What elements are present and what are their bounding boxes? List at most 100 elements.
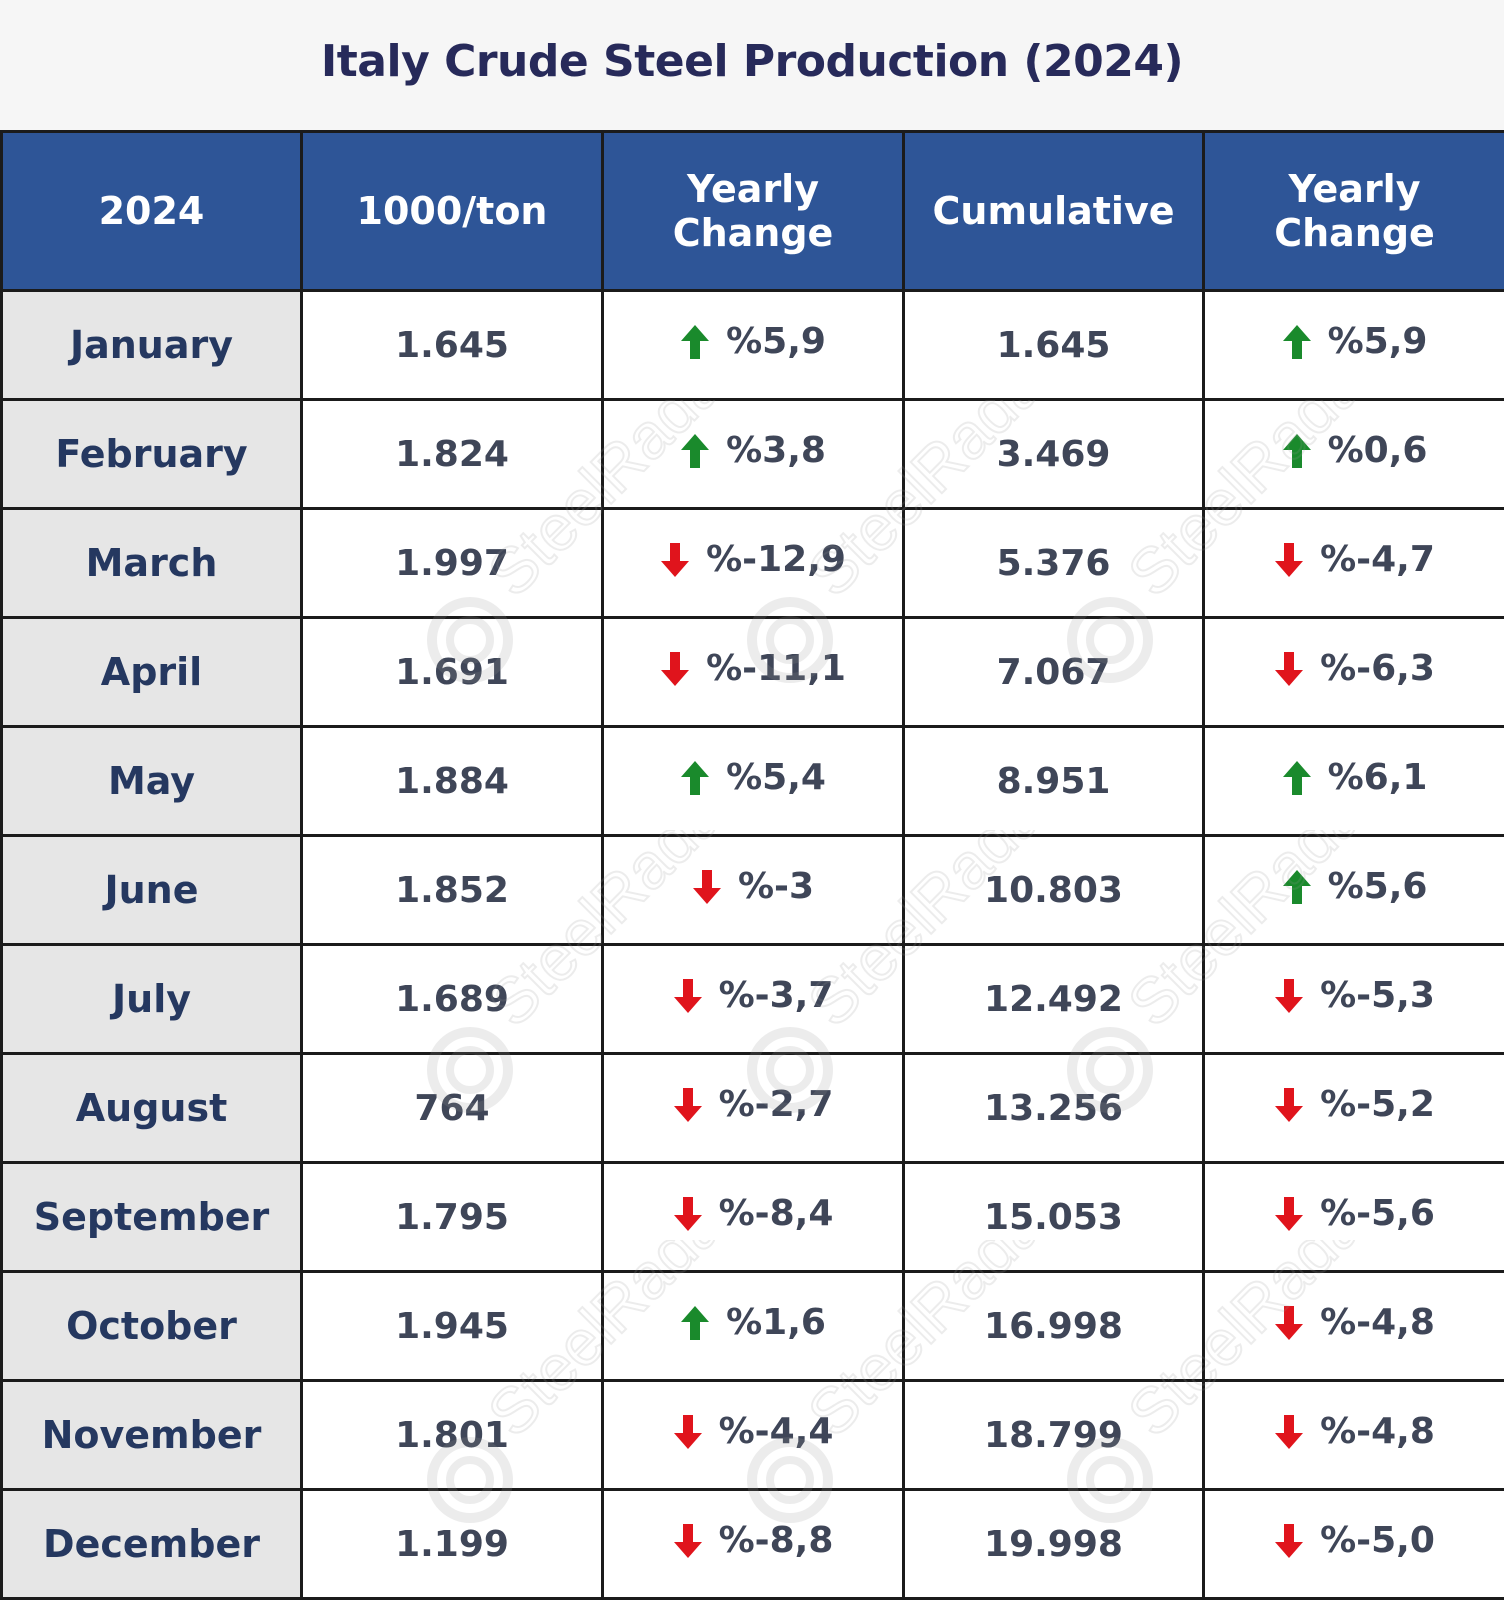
arrow-down-icon bbox=[673, 978, 703, 1014]
arrow-down-icon bbox=[1274, 1196, 1304, 1232]
column-header-year: 2024 bbox=[0, 130, 303, 292]
month-cell: September bbox=[0, 1161, 303, 1273]
arrow-up-icon bbox=[1282, 760, 1312, 796]
column-header-cumulative: Cumulative bbox=[902, 130, 1205, 292]
arrow-up-icon bbox=[680, 324, 710, 360]
arrow-down-icon bbox=[1274, 1305, 1304, 1341]
table-row: June 1.852 %-3 10.803 %5,6 bbox=[0, 834, 1504, 946]
yearly-change-value: %-12,9 bbox=[706, 539, 846, 581]
column-header-yearly-change: Yearly Change bbox=[601, 130, 905, 292]
cumulative-change-cell: %6,1 bbox=[1202, 725, 1504, 837]
arrow-up-icon bbox=[1282, 433, 1312, 469]
arrow-down-icon bbox=[673, 1087, 703, 1123]
cumulative-change-value: %-5,2 bbox=[1320, 1084, 1435, 1126]
yearly-change-cell: %-8,8 bbox=[601, 1488, 905, 1600]
table-row: March 1.997 %-12,9 5.376 %-4,7 bbox=[0, 507, 1504, 619]
month-cell: October bbox=[0, 1270, 303, 1382]
cumulative-cell: 3.469 bbox=[902, 398, 1205, 510]
cumulative-change-value: %-5,0 bbox=[1320, 1520, 1435, 1562]
arrow-up-icon bbox=[1282, 324, 1312, 360]
production-cell: 1.645 bbox=[300, 289, 604, 401]
cumulative-cell: 13.256 bbox=[902, 1052, 1205, 1164]
title-band bbox=[0, 0, 1504, 130]
arrow-down-icon bbox=[660, 651, 690, 687]
cumulative-change-value: %0,6 bbox=[1327, 430, 1428, 472]
yearly-change-value: %-8,8 bbox=[718, 1520, 834, 1562]
yearly-change-cell: %-8,4 bbox=[601, 1161, 905, 1273]
yearly-change-value: %-3 bbox=[737, 866, 815, 908]
production-table: 2024 1000/ton Yearly Change Cumulative Y… bbox=[0, 130, 1504, 1600]
arrow-down-icon bbox=[692, 869, 722, 905]
table-row: February 1.824 %3,8 3.469 %0,6 bbox=[0, 398, 1504, 510]
header-row: 2024 1000/ton Yearly Change Cumulative Y… bbox=[0, 130, 1504, 292]
yearly-change-cell: %-12,9 bbox=[601, 507, 905, 619]
table-row: July 1.689 %-3,7 12.492 %-5,3 bbox=[0, 943, 1504, 1055]
yearly-change-value: %-4,4 bbox=[718, 1411, 834, 1453]
cumulative-change-cell: %-4,8 bbox=[1202, 1270, 1504, 1382]
arrow-down-icon bbox=[1274, 1087, 1304, 1123]
page-title: Italy Crude Steel Production (2024) bbox=[320, 36, 1184, 87]
cumulative-cell: 12.492 bbox=[902, 943, 1205, 1055]
production-cell: 1.199 bbox=[300, 1488, 604, 1600]
production-cell: 764 bbox=[300, 1052, 604, 1164]
cumulative-change-cell: %0,6 bbox=[1202, 398, 1504, 510]
cumulative-change-value: %-5,6 bbox=[1320, 1193, 1435, 1235]
yearly-change-value: %5,9 bbox=[726, 321, 826, 363]
yearly-change-value: %3,8 bbox=[726, 430, 826, 472]
arrow-up-icon bbox=[680, 760, 710, 796]
table-row: September 1.795 %-8,4 15.053 %-5,6 bbox=[0, 1161, 1504, 1273]
arrow-up-icon bbox=[1282, 869, 1312, 905]
yearly-change-value: %-3,7 bbox=[718, 975, 834, 1017]
yearly-change-cell: %1,6 bbox=[601, 1270, 905, 1382]
arrow-down-icon bbox=[673, 1414, 703, 1450]
yearly-change-cell: %-4,4 bbox=[601, 1379, 905, 1491]
cumulative-change-cell: %-4,7 bbox=[1202, 507, 1504, 619]
cumulative-change-cell: %-5,2 bbox=[1202, 1052, 1504, 1164]
yearly-change-value: %-11,1 bbox=[706, 648, 846, 690]
table-row: November 1.801 %-4,4 18.799 %-4,8 bbox=[0, 1379, 1504, 1491]
cumulative-cell: 8.951 bbox=[902, 725, 1205, 837]
month-cell: November bbox=[0, 1379, 303, 1491]
cumulative-change-cell: %-5,3 bbox=[1202, 943, 1504, 1055]
table-row: May 1.884 %5,4 8.951 %6,1 bbox=[0, 725, 1504, 837]
production-cell: 1.884 bbox=[300, 725, 604, 837]
cumulative-change-cell: %-5,6 bbox=[1202, 1161, 1504, 1273]
arrow-down-icon bbox=[1274, 542, 1304, 578]
production-cell: 1.997 bbox=[300, 507, 604, 619]
cumulative-cell: 15.053 bbox=[902, 1161, 1205, 1273]
cumulative-cell: 1.645 bbox=[902, 289, 1205, 401]
cumulative-change-value: %-5,3 bbox=[1320, 975, 1435, 1017]
yearly-change-value: %5,4 bbox=[726, 757, 826, 799]
cumulative-change-cell: %-6,3 bbox=[1202, 616, 1504, 728]
arrow-down-icon bbox=[673, 1523, 703, 1559]
arrow-down-icon bbox=[673, 1196, 703, 1232]
cumulative-cell: 18.799 bbox=[902, 1379, 1205, 1491]
table-row: January 1.645 %5,9 1.645 %5,9 bbox=[0, 289, 1504, 401]
yearly-change-cell: %5,9 bbox=[601, 289, 905, 401]
yearly-change-cell: %-3 bbox=[601, 834, 905, 946]
month-cell: July bbox=[0, 943, 303, 1055]
yearly-change-cell: %-3,7 bbox=[601, 943, 905, 1055]
table-row: August 764 %-2,7 13.256 %-5,2 bbox=[0, 1052, 1504, 1164]
yearly-change-value: %-2,7 bbox=[718, 1084, 834, 1126]
arrow-down-icon bbox=[1274, 1414, 1304, 1450]
arrow-up-icon bbox=[680, 433, 710, 469]
month-cell: June bbox=[0, 834, 303, 946]
arrow-down-icon bbox=[1274, 978, 1304, 1014]
yearly-change-cell: %5,4 bbox=[601, 725, 905, 837]
yearly-change-value: %-8,4 bbox=[718, 1193, 834, 1235]
yearly-change-cell: %-11,1 bbox=[601, 616, 905, 728]
cumulative-cell: 7.067 bbox=[902, 616, 1205, 728]
production-cell: 1.689 bbox=[300, 943, 604, 1055]
cumulative-change-value: %6,1 bbox=[1327, 757, 1428, 799]
yearly-change-value: %1,6 bbox=[726, 1302, 826, 1344]
cumulative-cell: 19.998 bbox=[902, 1488, 1205, 1600]
cumulative-change-value: %5,9 bbox=[1327, 321, 1428, 363]
month-cell: January bbox=[0, 289, 303, 401]
arrow-down-icon bbox=[1274, 651, 1304, 687]
yearly-change-cell: %-2,7 bbox=[601, 1052, 905, 1164]
month-cell: February bbox=[0, 398, 303, 510]
production-cell: 1.795 bbox=[300, 1161, 604, 1273]
table-row: October 1.945 %1,6 16.998 %-4,8 bbox=[0, 1270, 1504, 1382]
cumulative-change-value: %5,6 bbox=[1327, 866, 1428, 908]
